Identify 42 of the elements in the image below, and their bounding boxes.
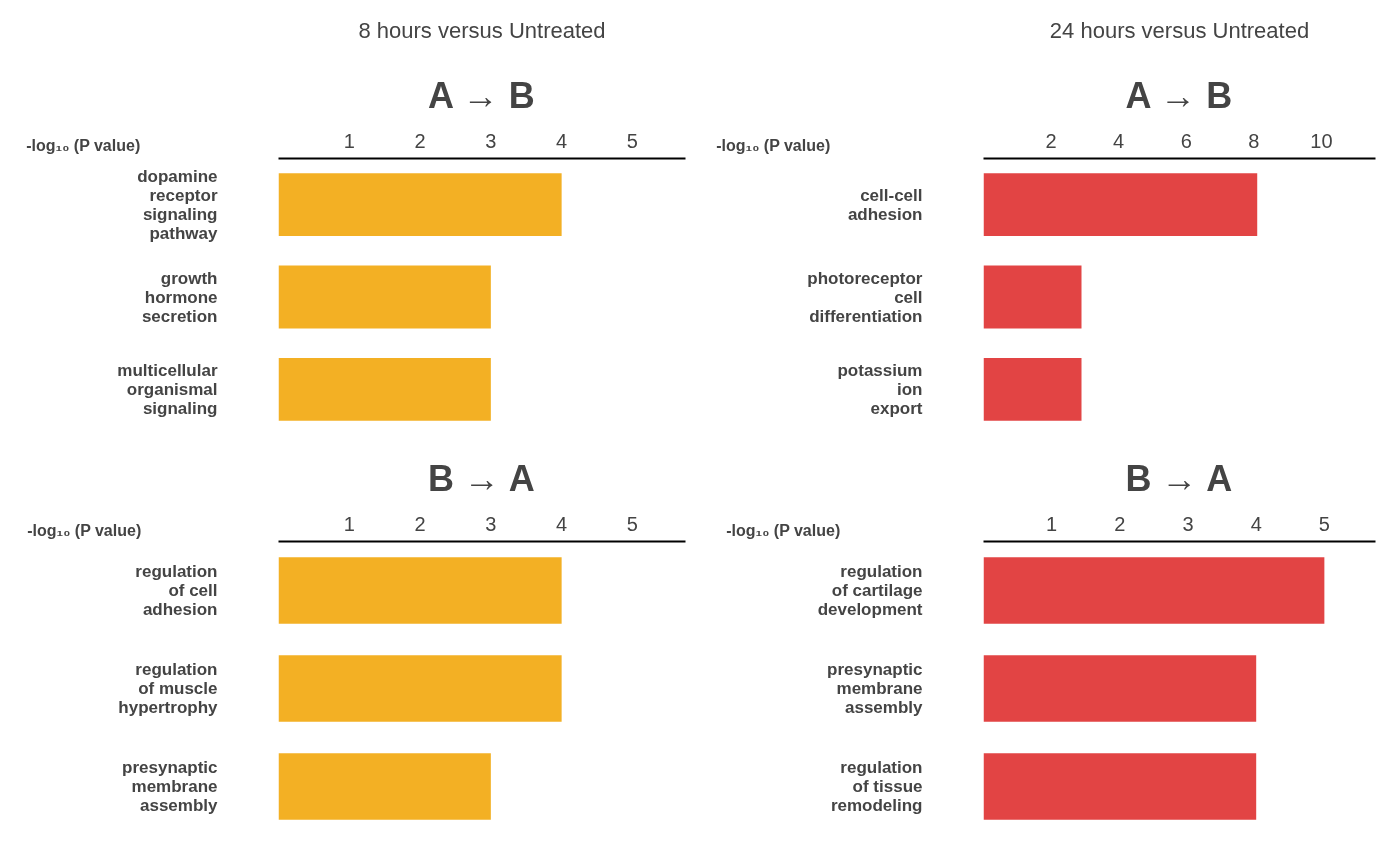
x-tick-label: 5 — [1318, 512, 1330, 535]
x-tick-label: 8 — [1248, 129, 1260, 152]
x-tick-label: 2 — [1114, 512, 1126, 535]
chart-title: B → A — [1125, 457, 1233, 499]
chart-subtitle: A → B — [428, 74, 535, 116]
y-tick-label: photoreceptor cell differentiation — [807, 268, 923, 326]
y-tick-label: regulation of muscle hypertrophy — [118, 660, 219, 717]
chart-title: 24 hours versus Untreated — [1049, 17, 1310, 43]
y-tick-label: cell-cell adhesion — [847, 185, 923, 224]
y-tick-label: presynaptic membrane assembly — [827, 660, 924, 717]
x-tick-label: 10 — [1310, 129, 1333, 152]
y-tick-label: regulation of cell adhesion — [135, 562, 218, 619]
x-axis-title: -log₁₀ (P value) — [26, 137, 141, 154]
x-tick-label: 5 — [626, 512, 638, 535]
x-tick-label: 1 — [1046, 512, 1058, 535]
y-tick-label: growth hormone secretion — [141, 268, 218, 326]
x-tick-label: 5 — [626, 129, 638, 152]
x-tick-label: 4 — [556, 129, 568, 152]
x-tick-label: 3 — [1182, 512, 1194, 535]
x-tick-label: 2 — [1045, 129, 1057, 152]
y-tick-label: multicellular organismal signaling — [117, 360, 218, 418]
x-tick-label: 2 — [414, 512, 426, 535]
y-tick-label: regulation of tissue remodeling — [830, 758, 923, 815]
x-tick-label: 6 — [1180, 129, 1192, 152]
y-tick-label: potassium ion export — [837, 360, 923, 418]
chart-title: B → A — [428, 457, 535, 499]
x-axis-title: -log₁₀ (P value) — [726, 522, 841, 539]
x-tick-label: 4 — [1250, 512, 1262, 535]
x-tick-label: 2 — [414, 129, 426, 152]
chart-subtitle: A → B — [1125, 74, 1233, 116]
x-tick-label: 4 — [1113, 129, 1125, 152]
x-axis-title: -log₁₀ (P value) — [716, 137, 831, 154]
chart-title: 8 hours versus Untreated — [358, 17, 606, 43]
x-axis-title: -log₁₀ (P value) — [27, 522, 142, 539]
y-tick-label: regulation of cartilage development — [817, 562, 923, 619]
y-tick-label: presynaptic membrane assembly — [122, 758, 219, 815]
x-tick-label: 1 — [343, 512, 355, 535]
y-tick-label: dopamine receptor signaling pathway — [137, 166, 219, 243]
x-tick-label: 4 — [556, 512, 568, 535]
x-tick-label: 3 — [485, 129, 497, 152]
x-tick-label: 3 — [485, 512, 497, 535]
x-tick-label: 1 — [343, 129, 355, 152]
